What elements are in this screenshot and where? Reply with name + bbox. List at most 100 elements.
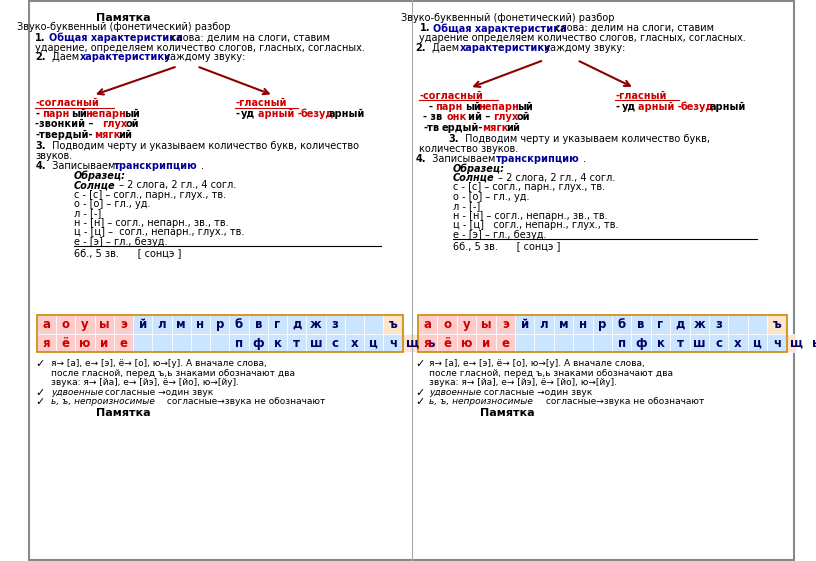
FancyBboxPatch shape <box>75 315 95 334</box>
Text: уд: уд <box>242 109 255 119</box>
FancyBboxPatch shape <box>37 315 56 334</box>
Text: е: е <box>501 337 509 350</box>
Text: ф: ф <box>252 337 264 350</box>
FancyBboxPatch shape <box>457 315 477 334</box>
Text: – 2 слога, 2 гл., 4 согл.: – 2 слога, 2 гл., 4 согл. <box>494 173 615 183</box>
FancyBboxPatch shape <box>171 334 191 352</box>
Text: 4.: 4. <box>35 161 46 171</box>
Text: у: у <box>82 318 89 331</box>
Text: ой: ой <box>517 112 530 122</box>
Text: арный: арный <box>710 102 746 112</box>
Text: ый-: ый- <box>72 109 91 119</box>
FancyBboxPatch shape <box>437 315 457 334</box>
Text: 3.: 3. <box>449 134 459 144</box>
Text: ж: ж <box>310 318 322 331</box>
Text: ✓: ✓ <box>415 388 425 398</box>
Text: й: й <box>521 318 529 331</box>
Text: л - [-]: л - [-] <box>73 208 101 218</box>
FancyBboxPatch shape <box>573 334 592 352</box>
Text: е: е <box>119 337 127 350</box>
FancyBboxPatch shape <box>729 315 747 334</box>
Text: а: а <box>42 318 51 331</box>
Text: ий: ий <box>118 130 132 140</box>
Text: 6б., 5 зв.      [ сонцэ ]: 6б., 5 зв. [ сонцэ ] <box>453 241 560 251</box>
Text: звука: я→ [йа], е→ [йэ], ё→ [йо], ю→[йу].: звука: я→ [йа], е→ [йэ], ё→ [йо], ю→[йу]… <box>51 378 239 387</box>
FancyBboxPatch shape <box>534 315 554 334</box>
Text: п: п <box>618 337 626 350</box>
Text: звука: я→ [йа], е→ [йэ], ё→ [йо], ю→[йу].: звука: я→ [йа], е→ [йэ], ё→ [йо], ю→[йу]… <box>429 378 618 387</box>
Text: арный -: арный - <box>638 102 685 112</box>
Text: ъ: ъ <box>388 318 397 331</box>
Text: н - [н] – согл., непарн., зв., тв.: н - [н] – согл., непарн., зв., тв. <box>73 218 228 228</box>
Text: 4.: 4. <box>415 154 426 164</box>
FancyBboxPatch shape <box>612 315 632 334</box>
FancyBboxPatch shape <box>787 334 806 352</box>
Text: л: л <box>157 318 166 331</box>
FancyBboxPatch shape <box>709 334 729 352</box>
Text: удвоенные: удвоенные <box>429 388 481 397</box>
FancyBboxPatch shape <box>767 315 787 334</box>
Text: п: п <box>235 337 243 350</box>
Text: я: я <box>424 337 432 350</box>
Text: г: г <box>658 318 663 331</box>
Text: Подводим черту и указываем количество букв,: Подводим черту и указываем количество бу… <box>463 134 711 144</box>
Text: ц: ц <box>370 337 378 350</box>
Text: с - [с] – согл., парн., глух., тв.: с - [с] – согл., парн., глух., тв. <box>453 182 605 192</box>
Text: парн: парн <box>42 109 69 119</box>
Text: 6б., 5 зв.      [ сонцэ ]: 6б., 5 зв. [ сонцэ ] <box>73 248 181 258</box>
FancyBboxPatch shape <box>171 315 191 334</box>
FancyBboxPatch shape <box>515 315 534 334</box>
Text: безуд: безуд <box>300 109 334 119</box>
Text: о - [о] – гл., уд.: о - [о] – гл., уд. <box>73 199 150 209</box>
Text: х: х <box>734 337 742 350</box>
Text: согласные →один звук: согласные →один звук <box>102 388 214 397</box>
Text: к: к <box>273 337 282 350</box>
FancyBboxPatch shape <box>418 334 437 352</box>
Text: ✓: ✓ <box>415 359 425 369</box>
FancyBboxPatch shape <box>249 334 268 352</box>
Text: ый: ый <box>124 109 140 119</box>
Text: ю: ю <box>461 337 472 350</box>
FancyBboxPatch shape <box>153 334 171 352</box>
FancyBboxPatch shape <box>670 315 690 334</box>
FancyBboxPatch shape <box>191 334 211 352</box>
Text: 3.: 3. <box>35 141 46 151</box>
FancyBboxPatch shape <box>534 334 554 352</box>
Text: Звуко-буквенный (фонетический) разбор: Звуко-буквенный (фонетический) разбор <box>17 22 230 32</box>
Text: и: и <box>100 337 109 350</box>
Text: -гласный: -гласный <box>615 91 667 101</box>
FancyBboxPatch shape <box>37 334 56 352</box>
Text: ий –: ий – <box>468 112 494 122</box>
Text: 2.: 2. <box>35 52 46 62</box>
FancyBboxPatch shape <box>229 334 249 352</box>
Text: Общая характеристика: Общая характеристика <box>433 23 567 34</box>
Text: ь, ъ, непроизносимые: ь, ъ, непроизносимые <box>51 397 154 406</box>
Text: ый: ый <box>517 102 533 112</box>
Text: в: в <box>637 318 645 331</box>
Text: н - [н] – согл., непарн., зв., тв.: н - [н] – согл., непарн., зв., тв. <box>453 211 607 221</box>
FancyBboxPatch shape <box>690 315 709 334</box>
Text: звуков.: звуков. <box>35 151 73 161</box>
Text: ударение, определяем количество слогов, гласных, согласных.: ударение, определяем количество слогов, … <box>35 43 366 53</box>
FancyBboxPatch shape <box>306 334 326 352</box>
Text: -тв: -тв <box>424 123 440 133</box>
Text: т: т <box>293 337 300 350</box>
Text: н: н <box>197 318 205 331</box>
Text: Даем: Даем <box>429 43 463 53</box>
Text: удвоенные: удвоенные <box>51 388 103 397</box>
Text: непарн: непарн <box>86 109 126 119</box>
Text: согласные →один звук: согласные →один звук <box>481 388 592 397</box>
FancyBboxPatch shape <box>554 334 573 352</box>
Text: непарн: непарн <box>479 102 520 112</box>
Text: Общая характеристика: Общая характеристика <box>49 33 183 43</box>
Text: -гласный: -гласный <box>235 98 286 108</box>
Text: -звонкий –: -звонкий – <box>35 119 97 130</box>
FancyBboxPatch shape <box>422 334 441 352</box>
FancyBboxPatch shape <box>515 334 534 352</box>
Text: парн: парн <box>436 102 463 112</box>
Text: г: г <box>274 318 281 331</box>
Text: -согласный: -согласный <box>35 98 100 108</box>
Text: ш: ш <box>693 337 706 350</box>
Text: н: н <box>579 318 587 331</box>
Text: б: б <box>618 318 626 331</box>
